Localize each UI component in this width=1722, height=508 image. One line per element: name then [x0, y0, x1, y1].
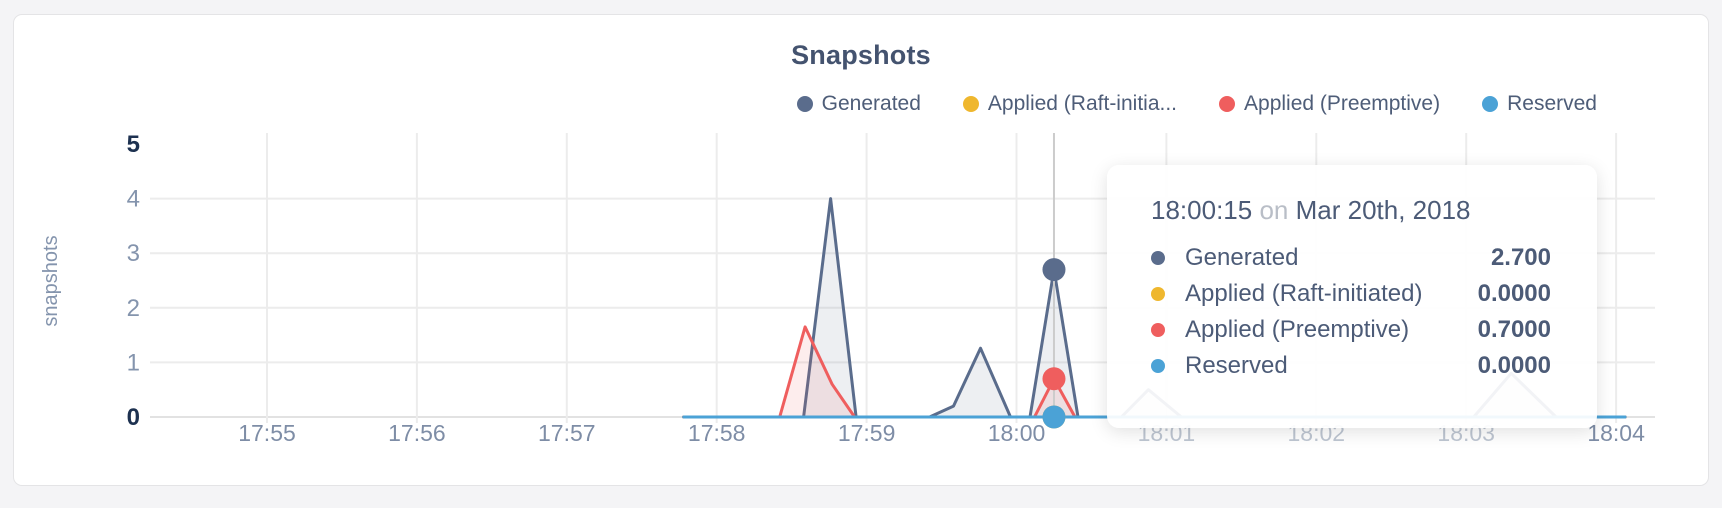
hover-marker-generated [1042, 258, 1066, 282]
legend-dot-icon [1219, 96, 1236, 112]
x-tick-label: 17:57 [538, 420, 596, 446]
chart-tooltip: 18:00:15 on Mar 20th, 2018 Generated 2.70… [1107, 165, 1597, 428]
tooltip-date: Mar 20th, 2018 [1295, 195, 1471, 225]
tooltip-header: 18:00:15 on Mar 20th, 2018 [1151, 195, 1551, 226]
legend-dot-icon [1482, 96, 1499, 112]
legend-label: Generated [821, 92, 921, 115]
legend-item-reserved[interactable]: Reserved [1482, 92, 1597, 116]
tooltip-series-label: Applied (Raft-initiated) [1185, 280, 1423, 307]
y-tick-label: 2 [127, 295, 140, 322]
tooltip-rows: Generated 2.700 Applied (Raft-initiated) 0.… [1151, 240, 1551, 384]
x-tick-label: 18:00 [988, 420, 1046, 446]
x-tick-label: 18:04 [1587, 420, 1645, 446]
tooltip-series-dot-icon [1151, 323, 1165, 337]
legend-label: Applied (Preemptive) [1244, 92, 1441, 115]
tooltip-connector: on [1259, 195, 1289, 225]
y-tick-label: 3 [127, 240, 140, 267]
legend-item-generated[interactable]: Generated [796, 92, 921, 116]
tooltip-series-value: 2.700 [1490, 244, 1551, 271]
legend-item-applied-raft-initia[interactable]: Applied (Raft-initia... [962, 92, 1178, 116]
y-axis-title: snapshots [40, 235, 62, 326]
tooltip-series-dot-icon [1151, 359, 1165, 373]
y-tick-label: 5 [127, 131, 140, 158]
chart-legend: Generated Applied (Raft-initia... Applied … [796, 92, 1597, 116]
legend-item-applied-preemptive[interactable]: Applied (Preemptive) [1219, 92, 1440, 116]
tooltip-row-generated: Generated 2.700 [1151, 240, 1551, 276]
tooltip-series-label: Generated [1185, 244, 1299, 271]
legend-dot-icon [796, 96, 813, 112]
tooltip-series-dot-icon [1151, 251, 1165, 265]
x-tick-label: 17:59 [838, 420, 896, 446]
tooltip-series-value: 0.0000 [1477, 280, 1551, 307]
tooltip-series-dot-icon [1151, 287, 1165, 301]
tooltip-series-label: Applied (Preemptive) [1185, 316, 1410, 343]
tooltip-row-reserved: Reserved 0.0000 [1151, 348, 1551, 384]
chart-title: Snapshots [791, 40, 931, 70]
tooltip-row-applied-raft-initiated: Applied (Raft-initiated) 0.0000 [1151, 276, 1551, 312]
hover-marker-reserved [1042, 405, 1066, 429]
legend-label: Applied (Raft-initia... [987, 92, 1178, 115]
y-tick-label: 0 [127, 404, 140, 431]
tooltip-row-applied-preemptive: Applied (Preemptive) 0.7000 [1151, 312, 1551, 348]
y-tick-label: 4 [127, 186, 140, 213]
tooltip-series-value: 0.7000 [1477, 316, 1551, 343]
x-tick-label: 17:56 [388, 420, 446, 446]
tooltip-series-value: 0.0000 [1477, 352, 1551, 379]
hover-marker-applied-preemptive [1042, 367, 1066, 391]
legend-dot-icon [962, 96, 979, 112]
tooltip-series-label: Reserved [1185, 352, 1288, 379]
tooltip-time: 18:00:15 [1151, 195, 1253, 225]
y-tick-label: 1 [127, 349, 140, 376]
x-tick-label: 17:55 [238, 420, 296, 446]
x-tick-label: 17:58 [688, 420, 746, 446]
legend-label: Reserved [1507, 92, 1597, 115]
